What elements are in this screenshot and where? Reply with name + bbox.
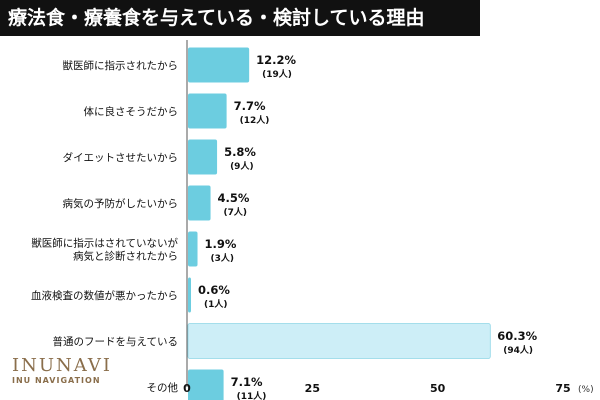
x-tick-label: 50 <box>430 382 446 395</box>
bar <box>188 47 250 83</box>
category-label: 血液検査の数値が悪かったから <box>31 289 178 302</box>
value-label: 4.5% <box>218 191 250 205</box>
value-label: 60.3% <box>497 329 537 343</box>
category-label: 病気の予防がしたいから <box>63 197 179 210</box>
value-label: 1.9% <box>205 237 237 251</box>
value-label: 12.2% <box>256 53 296 67</box>
category-label: 獣医師に指示されたから <box>63 59 179 72</box>
category-label: 普通のフードを与えている <box>53 335 178 348</box>
count-label: (19人) <box>262 68 292 80</box>
value-label: 7.7% <box>234 99 266 113</box>
x-tick-label: 25 <box>305 382 320 395</box>
logo-sub-text: INU NAVIGATION <box>12 376 101 385</box>
brand-logo: INUNAVI INU NAVIGATION <box>12 355 112 386</box>
count-label: (11人) <box>237 390 267 400</box>
x-unit-label: (%) <box>578 385 594 395</box>
category-label: 獣医師に指示はされていないが <box>31 237 178 250</box>
logo-main-text: INUNAVI <box>12 355 112 376</box>
count-label: (3人) <box>211 252 235 264</box>
bar <box>187 323 491 359</box>
value-label: 5.8% <box>224 145 256 159</box>
x-tick-label: 0 <box>183 382 191 395</box>
category-label: その他 <box>147 381 179 394</box>
category-label: 体に良さそうだから <box>84 105 179 118</box>
category-label: ダイエットさせたいから <box>63 151 178 164</box>
count-label: (94人) <box>503 344 533 356</box>
count-label: (9人) <box>230 160 254 172</box>
bar <box>188 139 218 175</box>
count-label: (7人) <box>224 206 248 218</box>
count-label: (1人) <box>204 298 228 310</box>
bar-chart: 獣医師に指示されたから 12.2%(19人) 体に良さそうだから 7.7%(12人) ダ… <box>31 40 594 400</box>
bar <box>188 93 227 129</box>
x-tick-label: 75 <box>555 382 570 395</box>
value-label: 0.6% <box>198 283 230 297</box>
count-label: (12人) <box>240 114 270 126</box>
bar <box>188 231 198 267</box>
bar <box>188 277 192 313</box>
bar <box>188 185 211 221</box>
chart-title: 療法食・療養食を与えている・検討している理由 <box>0 0 480 36</box>
value-label: 7.1% <box>231 375 263 389</box>
bar <box>188 369 224 400</box>
category-label: 病気と診断されたから <box>73 250 178 263</box>
